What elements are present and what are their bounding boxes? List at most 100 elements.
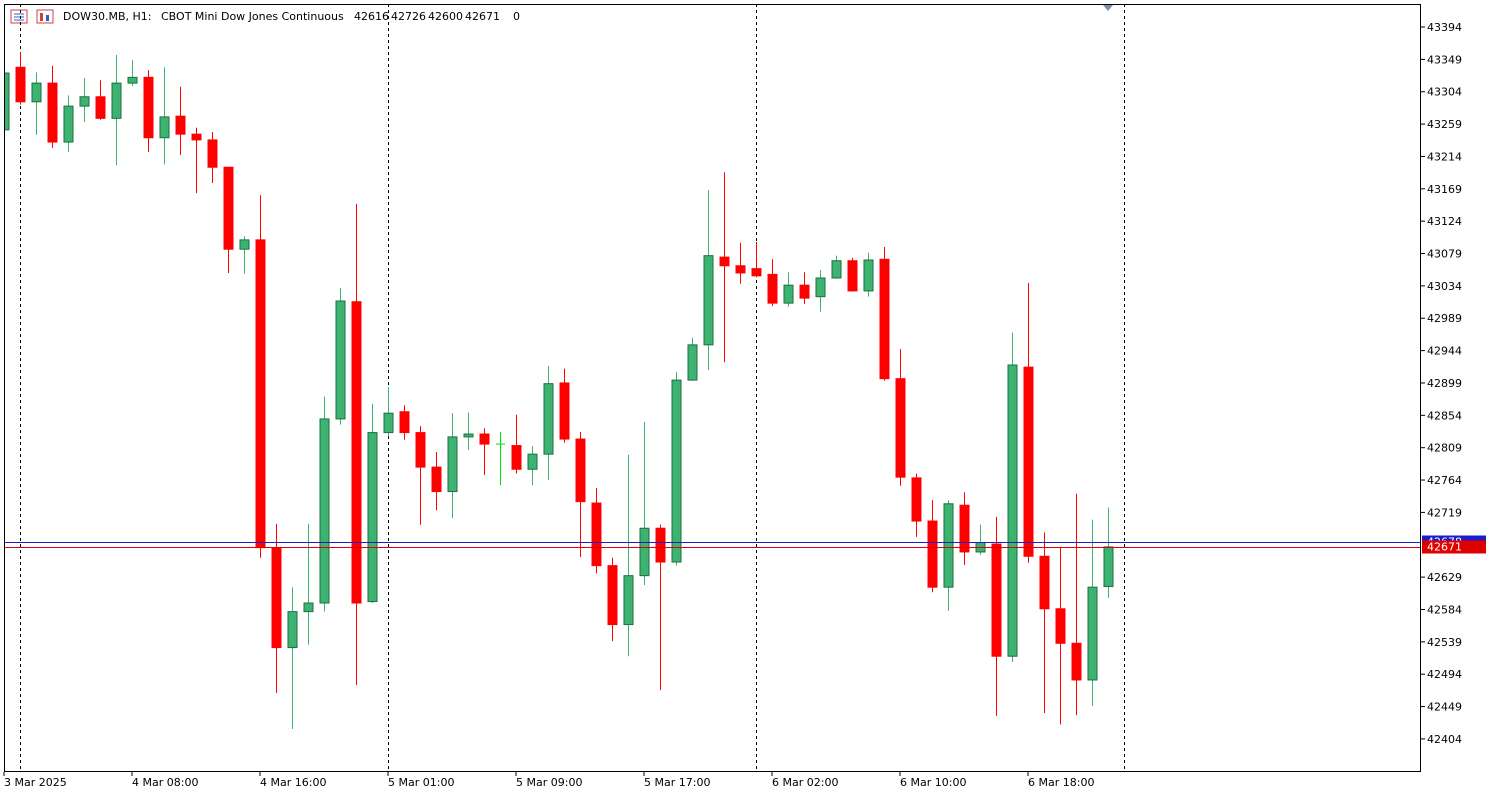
candle-body <box>191 133 202 141</box>
candle-body <box>591 502 602 567</box>
description: CBOT Mini Dow Jones Continuous <box>161 10 344 23</box>
candle-body <box>1039 555 1050 610</box>
candle-body <box>1071 642 1082 681</box>
candle-body <box>5 72 10 131</box>
candle-body <box>143 76 154 139</box>
candle-body <box>863 259 874 292</box>
candle-body <box>335 300 346 420</box>
candle-body <box>799 284 810 299</box>
plot-area <box>5 5 1420 771</box>
candle-body <box>399 411 410 434</box>
candle-body <box>207 139 218 168</box>
candle-body <box>15 66 26 103</box>
x-tick-label: 3 Mar 2025 <box>4 776 67 789</box>
y-tick-label: 43124 <box>1427 215 1462 228</box>
header-low: 42600 <box>428 10 463 23</box>
candle-body <box>703 255 714 346</box>
y-tick-label: 42539 <box>1427 636 1462 649</box>
candle-body <box>175 115 186 135</box>
symbol: DOW30.MB, H1: <box>63 10 152 23</box>
candle-body <box>527 453 538 470</box>
x-tick-label: 5 Mar 17:00 <box>644 776 710 789</box>
y-tick-label: 42809 <box>1427 442 1462 455</box>
candle-body <box>895 378 906 478</box>
candle-body <box>847 260 858 292</box>
candle-body <box>639 527 650 577</box>
candle-body <box>1007 364 1018 657</box>
candle-body <box>63 105 74 143</box>
candle-body <box>287 611 298 649</box>
candle-body <box>1055 608 1066 644</box>
candle-body <box>927 520 938 588</box>
y-tick-label: 42494 <box>1427 668 1462 681</box>
candle-body <box>1023 366 1034 557</box>
y-tick-label: 42899 <box>1427 377 1462 390</box>
y-tick-label: 42944 <box>1427 345 1462 358</box>
candle-body <box>479 433 490 445</box>
candle-body <box>607 565 618 626</box>
x-tick-label: 6 Mar 10:00 <box>900 776 966 789</box>
candle-body <box>959 504 970 553</box>
candle-body <box>671 379 682 563</box>
x-tick-label: 4 Mar 08:00 <box>132 776 198 789</box>
y-tick-label: 42629 <box>1427 571 1462 584</box>
y-tick-label: 43394 <box>1427 21 1462 34</box>
candle-body <box>543 383 554 455</box>
candle-body <box>751 268 762 277</box>
header-high: 42726 <box>391 10 426 23</box>
y-tick-label: 42989 <box>1427 312 1462 325</box>
candle-body <box>943 503 954 588</box>
candle-body <box>255 239 266 549</box>
candle-body <box>463 433 474 438</box>
chart-header: DOW30.MB, H1: CBOT Mini Dow Jones Contin… <box>63 10 520 23</box>
x-tick-label: 5 Mar 01:00 <box>388 776 454 789</box>
candle-body <box>79 96 90 107</box>
price-label: 42671 <box>1427 541 1462 554</box>
candle-body <box>159 116 170 139</box>
y-tick-label: 43259 <box>1427 118 1462 131</box>
header-icons <box>10 9 54 24</box>
x-tick-label: 6 Mar 02:00 <box>772 776 838 789</box>
y-tick-label: 43349 <box>1427 53 1462 66</box>
header-volume: 0 <box>513 10 520 23</box>
y-tick-label: 42719 <box>1427 506 1462 519</box>
header-open: 42616 <box>354 10 389 23</box>
plot-frame <box>4 4 1421 772</box>
candle-body <box>239 239 250 250</box>
candle-body <box>367 432 378 603</box>
shift-marker <box>1103 5 1113 11</box>
y-tick-label: 43214 <box>1427 150 1462 163</box>
candle-body <box>1103 546 1114 587</box>
candle-body <box>911 477 922 522</box>
y-tick-label: 43034 <box>1427 280 1462 293</box>
candle-body <box>735 265 746 274</box>
candle-body <box>879 258 890 380</box>
candle-body <box>95 96 106 119</box>
candle-body <box>575 438 586 503</box>
candle-body <box>815 277 826 298</box>
price-label-box <box>1422 540 1486 554</box>
candle-body <box>31 82 42 103</box>
candle-body <box>783 284 794 304</box>
candle-body <box>111 82 122 119</box>
candle-body <box>127 76 138 84</box>
candle-body <box>511 445 522 470</box>
candle-body <box>991 543 1002 657</box>
y-tick-label: 43079 <box>1427 248 1462 261</box>
candle-body <box>559 382 570 440</box>
header-close: 42671 <box>465 10 500 23</box>
candle-body <box>655 527 666 563</box>
candle-body <box>687 344 698 381</box>
x-tick-label: 6 Mar 18:00 <box>1028 776 1094 789</box>
candle-body <box>351 301 362 604</box>
candle-body <box>383 412 394 434</box>
x-tick-label: 5 Mar 09:00 <box>516 776 582 789</box>
y-tick-label: 42449 <box>1427 701 1462 714</box>
candle-body <box>415 432 426 468</box>
candle-body <box>47 82 58 143</box>
candle-body <box>1087 586 1098 681</box>
x-tick-label: 4 Mar 16:00 <box>260 776 326 789</box>
y-tick-label: 43169 <box>1427 183 1462 196</box>
